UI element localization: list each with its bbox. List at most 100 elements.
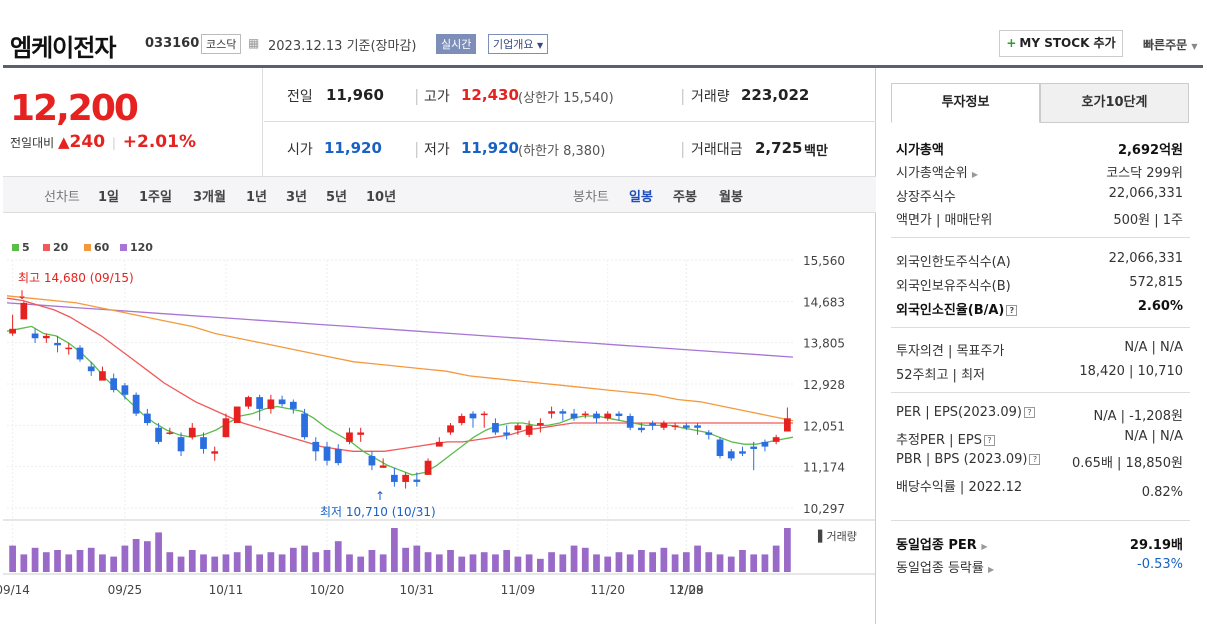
candle-body — [245, 397, 252, 407]
candle-body — [188, 427, 196, 438]
period-weekly[interactable]: 주봉 — [673, 190, 697, 205]
volume-bar — [267, 552, 275, 572]
range-3m[interactable]: 3개월 — [193, 190, 226, 205]
candle-body — [492, 423, 499, 433]
volume-bar — [110, 556, 118, 572]
volume-label: ▌거래량 — [817, 529, 857, 543]
x-tick-label: 10/11 — [209, 583, 244, 597]
volume-bar — [301, 545, 308, 572]
help-icon[interactable]: ? — [1023, 407, 1035, 418]
ma60-line — [6, 295, 794, 422]
realtime-button[interactable]: 실시간 — [436, 34, 477, 54]
volume-bar — [536, 558, 544, 572]
separator: | — [414, 139, 420, 158]
current-price: 12,200 — [10, 88, 139, 129]
candle-body — [514, 425, 522, 431]
volume-bar — [469, 554, 477, 572]
volume-bar — [727, 556, 735, 572]
range-5y[interactable]: 5년 — [326, 190, 348, 205]
y-tick-label: 15,560 — [803, 254, 845, 268]
chart-toolbar — [3, 176, 876, 213]
candle-body — [638, 427, 645, 431]
prev-label: 전일 — [287, 89, 313, 105]
period-daily[interactable]: 일봉 — [629, 190, 653, 205]
candle-body — [99, 371, 106, 381]
candle-body — [458, 415, 466, 424]
candle-body — [615, 413, 623, 416]
line-chart-label: 선차트 — [44, 190, 80, 205]
chevron-right-icon: ▶ — [981, 542, 988, 551]
calendar-icon: ▦ — [248, 36, 260, 50]
candle-body — [121, 385, 129, 395]
quote-divider — [264, 121, 876, 122]
period-monthly[interactable]: 월봉 — [719, 190, 743, 205]
volume-bar — [278, 554, 286, 572]
candle-body — [772, 437, 780, 442]
upper-limit: (상한가 15,540) — [518, 91, 614, 106]
candle-body — [548, 411, 555, 414]
volume-bar — [188, 550, 196, 572]
range-1d[interactable]: 1일 — [98, 190, 120, 205]
company-overview-label: 기업개요 — [493, 38, 534, 51]
candle-body — [671, 425, 679, 427]
range-1y[interactable]: 1년 — [246, 190, 268, 205]
volume-bar — [492, 554, 499, 572]
open-value: 11,920 — [324, 139, 382, 157]
candle-body — [20, 302, 28, 320]
add-mystock-button[interactable]: + MY STOCK 추가 — [999, 30, 1123, 57]
stock-code: 033160 — [145, 36, 200, 51]
volume-bar — [20, 554, 28, 572]
help-icon[interactable]: ? — [1029, 454, 1041, 465]
up-arrow-icon: ▲ — [58, 133, 70, 151]
volume-bar — [559, 554, 567, 572]
volume-bar — [626, 554, 634, 572]
volume-bar — [143, 541, 151, 572]
candle-body — [469, 413, 477, 419]
low-annotation: 최저 10,710 (10/31) — [320, 505, 436, 519]
volume-bar — [649, 552, 657, 572]
volume-bar — [413, 545, 421, 572]
candle-body — [626, 415, 634, 428]
volume-bar — [65, 554, 73, 572]
candle-body — [604, 413, 612, 419]
tab-investment-info[interactable]: 투자정보 — [891, 83, 1040, 123]
volume-bar — [99, 554, 106, 572]
help-icon[interactable]: ? — [1006, 305, 1018, 316]
volume-bar — [357, 556, 365, 572]
candle-body — [694, 425, 701, 428]
candle-body — [132, 394, 140, 414]
volume-label: 거래량 — [691, 89, 730, 105]
candle-body — [9, 328, 16, 334]
help-icon[interactable]: ? — [983, 435, 995, 446]
volume-bar — [784, 528, 791, 572]
amount-value: 2,725 — [755, 139, 803, 157]
volume-bar — [76, 550, 84, 572]
volume-bar — [42, 552, 50, 572]
volume-bar — [750, 554, 758, 572]
volume-bar — [525, 554, 533, 572]
volume-bar — [705, 552, 713, 572]
x-tick-label: 09/25 — [108, 583, 143, 597]
volume-bar — [155, 532, 162, 572]
price-chart[interactable]: 15,560 14,683 13,805 12,928 12,051 11,174 10,2… — [0, 0, 876, 624]
candle-body — [76, 347, 84, 360]
company-overview-dropdown[interactable]: 기업개요 ▼ — [488, 34, 549, 54]
company-name: 엠케이전자 — [10, 34, 116, 62]
diff-value: 240 — [69, 132, 106, 152]
range-10y[interactable]: 10년 — [366, 190, 397, 205]
y-tick-label: 13,805 — [803, 337, 845, 351]
volume-bar — [379, 554, 387, 572]
market-badge: 코스닥 — [201, 34, 242, 54]
range-3y[interactable]: 3년 — [286, 190, 308, 205]
candle-body — [200, 437, 207, 449]
range-1w[interactable]: 1주일 — [139, 190, 172, 205]
y-tick-label: 14,683 — [803, 295, 845, 309]
volume-bar — [615, 552, 623, 572]
volume-bar — [256, 554, 264, 572]
volume-bar — [323, 550, 331, 572]
x-tick-label: 10/31 — [400, 583, 435, 597]
tab-order-book[interactable]: 호가10단계 — [1040, 83, 1189, 123]
chart-panel — [3, 68, 876, 624]
quick-order-dropdown[interactable]: 빠른주문 ▼ — [1143, 36, 1198, 53]
volume-bar — [739, 550, 746, 572]
